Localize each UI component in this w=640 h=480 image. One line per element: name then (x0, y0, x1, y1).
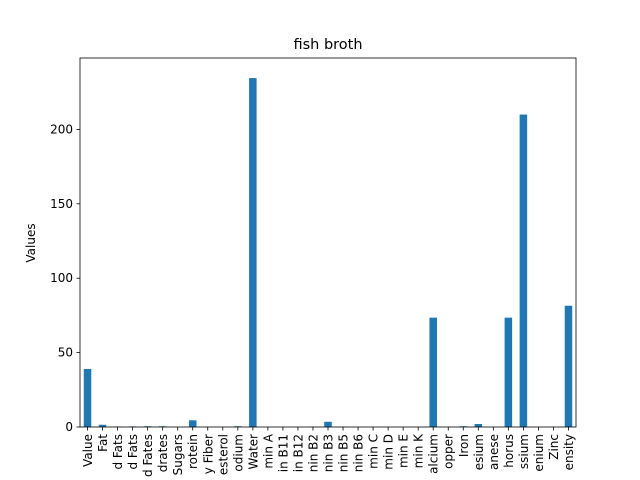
bar (564, 305, 573, 427)
x-tick-label: nin B3 (322, 434, 336, 472)
bar (188, 420, 197, 427)
x-tick-label: min D (382, 434, 396, 470)
bar (474, 424, 483, 427)
bar (519, 114, 528, 428)
x-tick-label: odium (231, 434, 245, 472)
x-tick-label: anese (487, 434, 501, 470)
y-tick-label: 100 (50, 271, 73, 285)
plot-frame (79, 57, 577, 428)
bar (429, 317, 437, 427)
x-tick-label: rotein (186, 434, 200, 469)
bar (83, 368, 92, 427)
x-tick-label: opper (442, 434, 456, 469)
x-tick-label: in B11 (276, 434, 290, 472)
bar (324, 421, 332, 427)
x-tick-label: min E (397, 434, 411, 468)
x-tick-label: d Fats (111, 434, 125, 470)
x-tick-label: Value (81, 434, 95, 467)
x-tick-label: horus (502, 434, 516, 468)
x-tick-label: alcium (427, 434, 441, 474)
bar (98, 424, 107, 427)
bar (249, 78, 257, 427)
y-tick-label: 50 (58, 346, 73, 360)
y-tick-label: 200 (50, 122, 73, 136)
y-tick-label: 0 (65, 420, 73, 434)
x-tick-label: Sugars (171, 434, 185, 475)
x-tick-label: min K (412, 433, 426, 468)
x-tick-label: ssium (517, 434, 531, 469)
y-axis-label: Values (24, 223, 38, 262)
x-tick-label: drates (156, 434, 170, 472)
x-tick-label: d Fats (126, 434, 140, 470)
x-tick-label: nin B6 (352, 434, 366, 472)
x-tick-label: in B12 (291, 434, 305, 472)
x-tick-label: ensity (562, 434, 576, 470)
x-tick-label: enium (532, 434, 546, 472)
x-tick-label: Water (246, 434, 260, 470)
x-tick-label: y Fiber (201, 434, 215, 474)
x-tick-label: Iron (457, 434, 471, 457)
x-tick-label: nin B2 (306, 434, 320, 472)
x-tick-label: d Fates (141, 434, 155, 477)
x-tick-label: Zinc (547, 434, 561, 460)
y-tick-label: 150 (50, 197, 73, 211)
x-tick-label: min A (261, 433, 275, 468)
y-ticks-group: 0 50 100 150 200 (50, 122, 80, 434)
bar (504, 317, 513, 427)
chart-title: fish broth (293, 37, 362, 53)
x-ticks-group: Value Fat d Fats d Fats d Fates drates Sugars r… (81, 427, 576, 477)
x-tick-label: Fat (96, 434, 110, 452)
x-tick-label: nin B5 (337, 434, 351, 472)
x-tick-label: min C (367, 434, 381, 469)
x-tick-label: esium (472, 434, 486, 470)
x-tick-label: esterol (216, 434, 230, 475)
